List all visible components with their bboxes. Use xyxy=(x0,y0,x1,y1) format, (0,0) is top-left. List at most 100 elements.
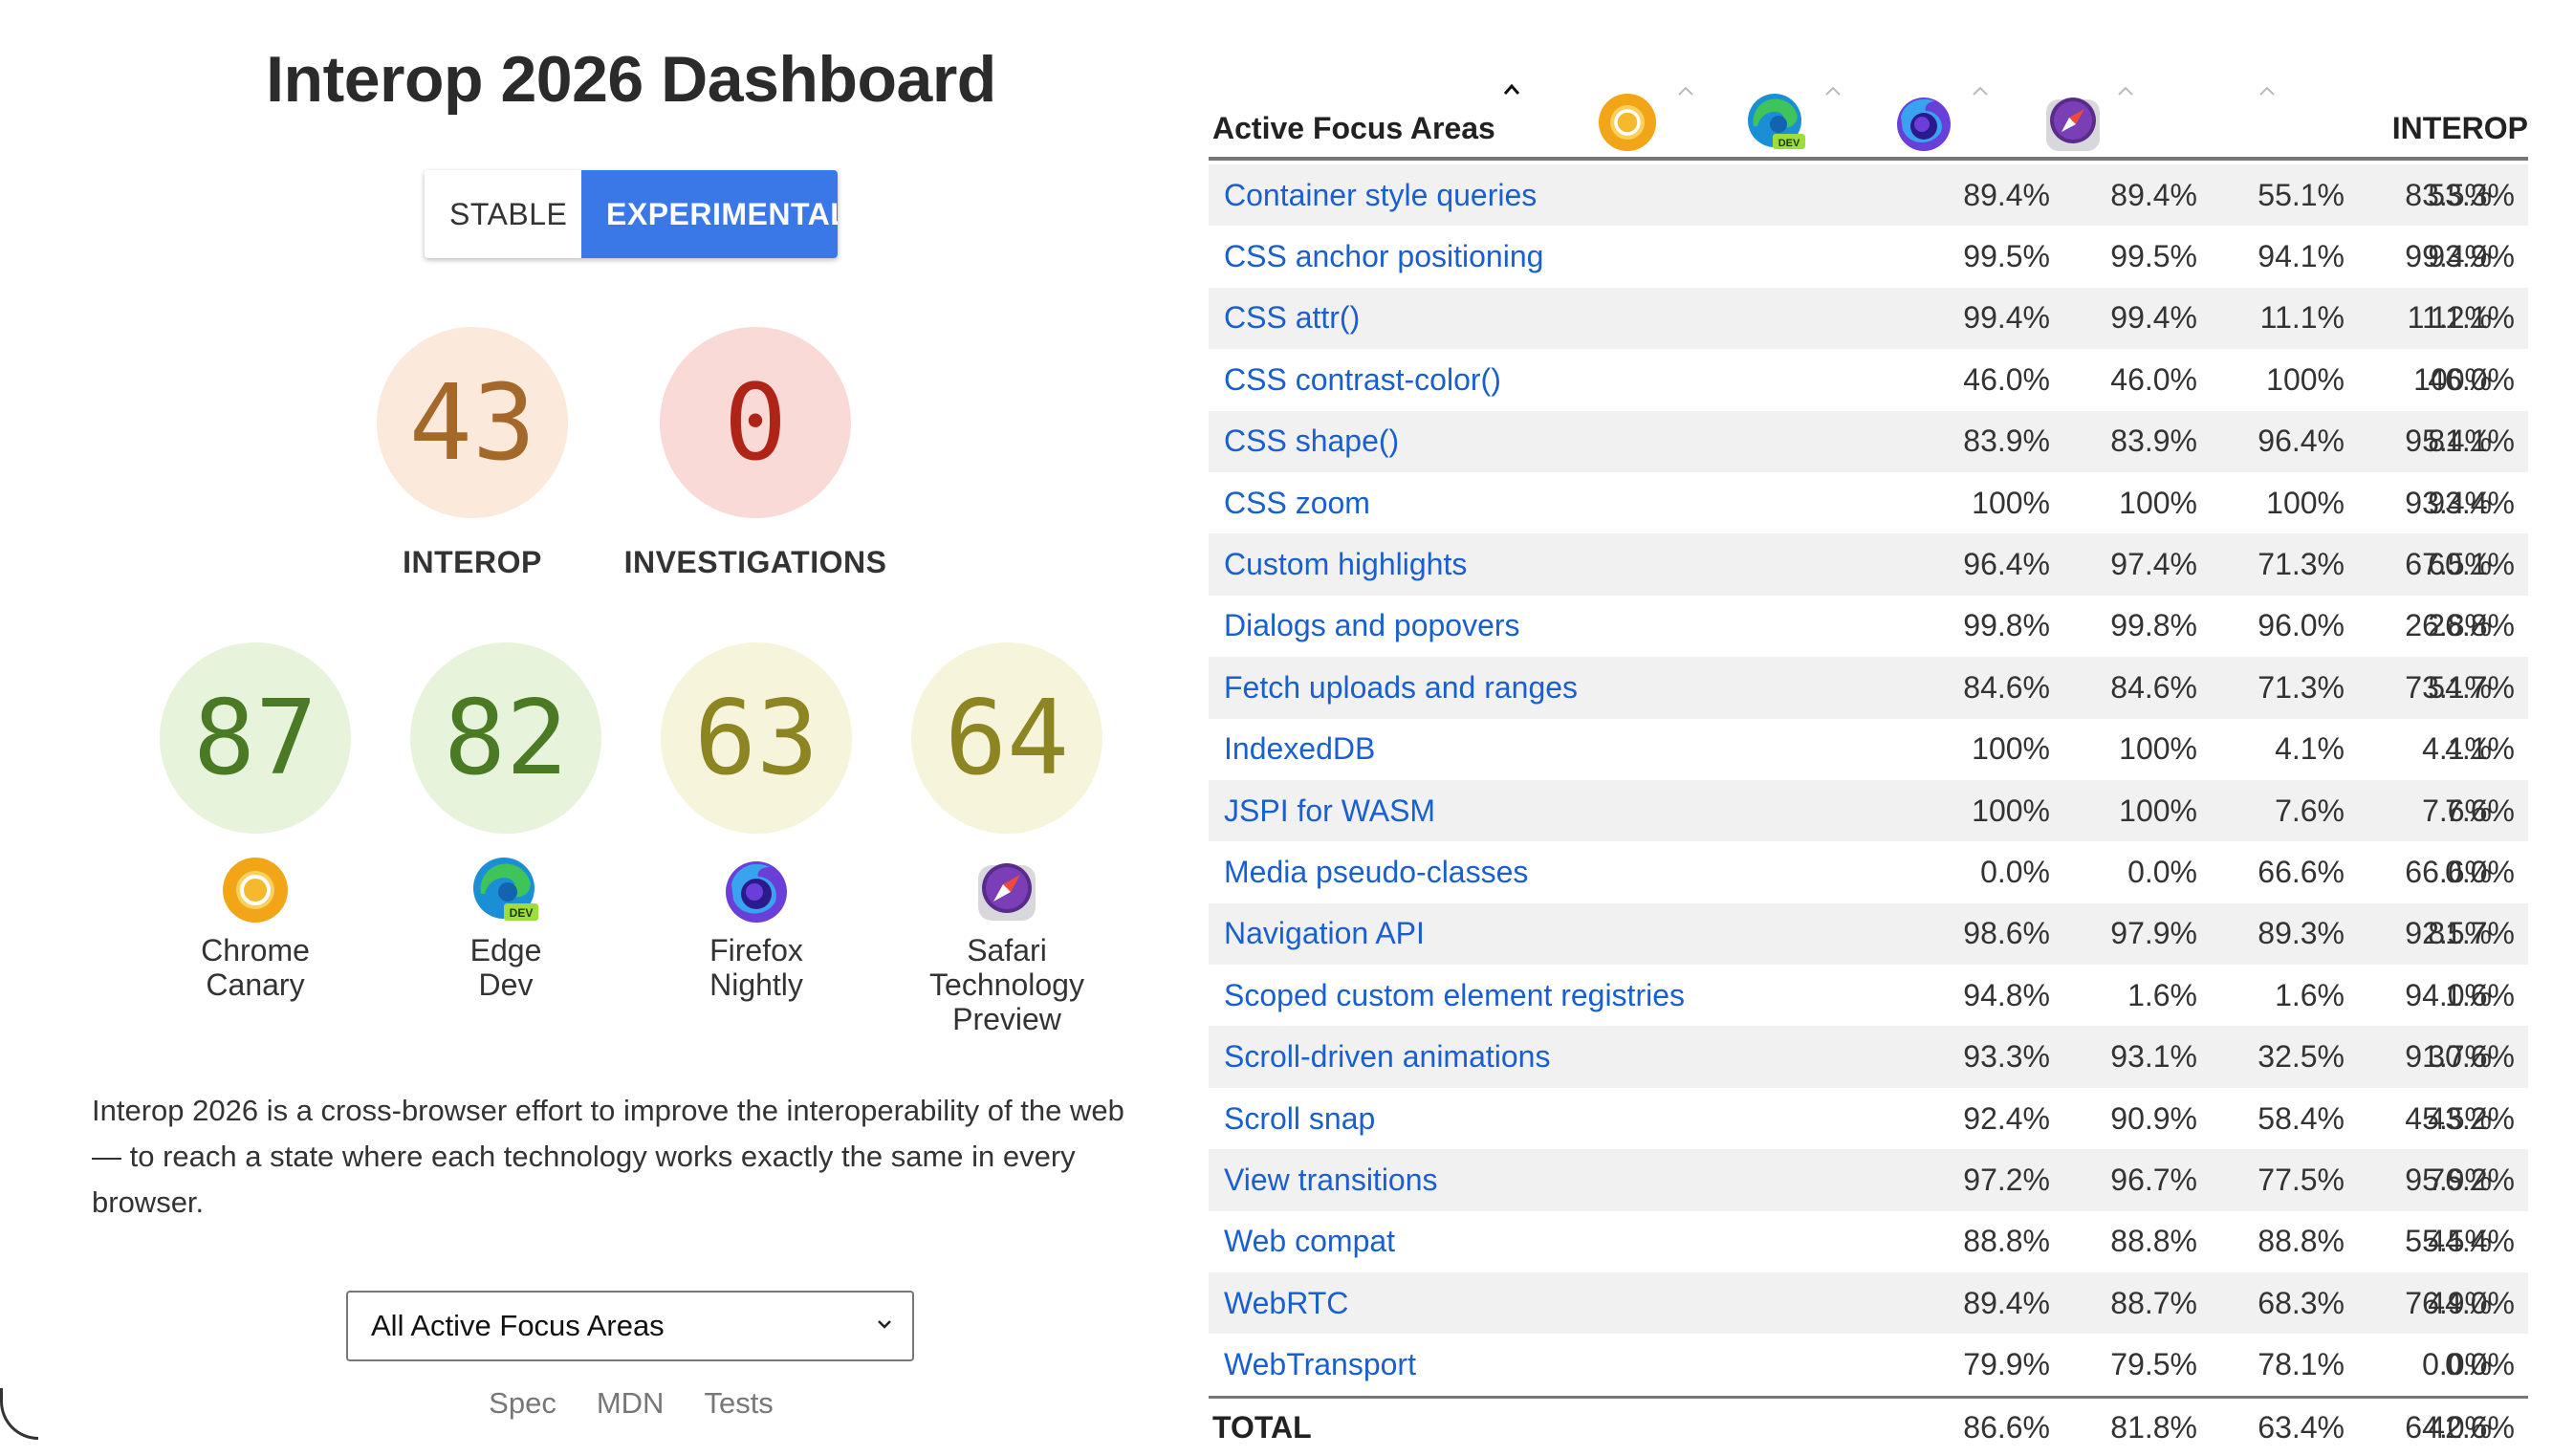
chrome-canary-sort-icon[interactable] xyxy=(1675,84,1696,98)
reference-links: Spec MDN Tests xyxy=(0,1386,1262,1421)
firefox-nightly-score-cell: 4.1% xyxy=(2275,731,2345,767)
edge-dev-score-cell: 89.4% xyxy=(2110,177,2197,212)
firefox-nightly-score-cell: 55.1% xyxy=(2258,177,2345,212)
chrome-canary-score-cell: 99.5% xyxy=(1963,239,2050,274)
focus-area-link[interactable]: CSS shape() xyxy=(1224,424,1400,459)
table-row: IndexedDB 100% 100% 4.1% 4.1% 4.1% xyxy=(1209,719,2528,780)
interop-score-circle: 43 xyxy=(377,327,568,518)
edge-dev-score: 82 xyxy=(410,642,601,834)
focus-area-link[interactable]: Web compat xyxy=(1224,1224,1396,1259)
safari-tp-score-cell: 92.5% xyxy=(2405,916,2492,951)
edge-dev-score-cell: 99.8% xyxy=(2110,608,2197,643)
safari-tp-score-cell: 76.9% xyxy=(2405,1285,2492,1320)
firefox-nightly-score-cell: 88.8% xyxy=(2258,1224,2345,1259)
edge-dev-score-cell: 100% xyxy=(2119,793,2197,828)
interop-score-cell: 54.7% xyxy=(2428,669,2515,705)
focus-area-link[interactable]: Dialogs and popovers xyxy=(1224,608,1520,643)
focus-area-link[interactable]: CSS anchor positioning xyxy=(1224,239,1544,274)
table-row: CSS contrast-color() 46.0% 46.0% 100% 100% 46… xyxy=(1209,349,2528,410)
safari-tp-score-cell: 95.9% xyxy=(2405,1162,2492,1197)
firefox-nightly-sort-icon[interactable] xyxy=(1970,84,1991,98)
focus-area-link[interactable]: Custom highlights xyxy=(1224,547,1468,582)
firefox-nightly-score-cell: 1.6% xyxy=(2275,977,2345,1012)
interop-score-cell: 93.4% xyxy=(2428,485,2515,520)
table-row: Navigation API 98.6% 97.9% 89.3% 92.5% 81.7% xyxy=(1209,902,2528,966)
page-title: Interop 2026 Dashboard xyxy=(266,43,996,116)
table-header: Active Focus Areas DEV xyxy=(1209,57,2528,161)
focus-area-link[interactable]: View transitions xyxy=(1224,1162,1438,1197)
edge-dev-score-cell: 79.5% xyxy=(2110,1347,2197,1382)
focus-area-link[interactable]: Fetch uploads and ranges xyxy=(1224,669,1579,705)
interop-label: INTEROP xyxy=(403,545,542,579)
safari-tp-sort-icon[interactable] xyxy=(2115,84,2136,98)
focus-area-link[interactable]: CSS attr() xyxy=(1224,300,1361,336)
stable-button[interactable]: STABLE xyxy=(425,170,581,258)
firefox-nightly-score-cell: 71.3% xyxy=(2258,547,2345,582)
safari-tp-score-cell: 94.0% xyxy=(2405,977,2492,1012)
focus-area-link[interactable]: Media pseudo-classes xyxy=(1224,854,1529,889)
chrome-canary-score-cell: 100% xyxy=(1972,731,2050,767)
description-text: Interop 2026 is a cross-browser effort t… xyxy=(92,1094,1124,1219)
chrome-canary-column-icon[interactable] xyxy=(1597,92,1658,153)
focus-area-link[interactable]: Navigation API xyxy=(1224,916,1425,951)
safari-tp-score-cell: 45.5% xyxy=(2405,1100,2492,1136)
edge-dev-score-cell: 96.7% xyxy=(2110,1162,2197,1197)
interop-score-cell: 81.7% xyxy=(2428,916,2515,951)
focus-area-link[interactable]: CSS contrast-color() xyxy=(1224,361,1501,397)
interop-column-header[interactable]: INTEROP xyxy=(2391,111,2528,145)
edge-dev-score-cell: 97.4% xyxy=(2110,547,2197,582)
interop-score-cell: 1.6% xyxy=(2445,977,2515,1012)
chrome-canary-score-cell: 98.6% xyxy=(1963,916,2050,951)
focus-area-link[interactable]: WebTransport xyxy=(1224,1347,1416,1382)
total-safari-tp: 64.0% xyxy=(2405,1410,2492,1445)
chrome-canary-score-cell: 46.0% xyxy=(1963,361,2050,397)
total-interop: 42.6% xyxy=(2428,1410,2515,1445)
safari-tp-score-cell: 55.5% xyxy=(2405,1224,2492,1259)
safari-tp-name: Safari Technology Preview xyxy=(929,933,1084,1036)
focus-areas-column-header[interactable]: Active Focus Areas xyxy=(1212,111,1495,145)
focus-area-select[interactable]: All Active Focus Areas xyxy=(346,1291,914,1361)
interop-score-cell: 0.0% xyxy=(2445,854,2515,889)
table-row: Scoped custom element registries 94.8% 1.6… xyxy=(1209,965,2528,1026)
mdn-link[interactable]: MDN xyxy=(596,1386,665,1420)
firefox-nightly-name: Firefox Nightly xyxy=(709,933,803,1002)
experimental-button[interactable]: EXPERIMENTAL xyxy=(581,170,838,258)
focus-area-link[interactable]: Scroll-driven animations xyxy=(1224,1039,1551,1075)
focus-area-link[interactable]: WebRTC xyxy=(1224,1285,1349,1320)
focus-area-link[interactable]: Scroll snap xyxy=(1224,1100,1376,1136)
safari-tp-score-cell: 100% xyxy=(2413,361,2492,397)
investigations-label: INVESTIGATIONS xyxy=(623,545,887,579)
safari-tp-column-icon[interactable] xyxy=(2042,92,2104,153)
firefox-nightly-score-cell: 66.6% xyxy=(2258,854,2345,889)
interop-score-cell: 93.9% xyxy=(2428,239,2515,274)
tests-link[interactable]: Tests xyxy=(704,1386,774,1420)
table-body: Container style queries 89.4% 89.4% 55.1% 83… xyxy=(1209,164,2528,1396)
safari-tp-score: 64 xyxy=(911,642,1102,834)
edge-dev-sort-icon[interactable] xyxy=(1822,84,1843,98)
focus-area-link[interactable]: Scoped custom element registries xyxy=(1224,977,1685,1012)
table-row: Scroll snap 92.4% 90.9% 58.4% 45.5% 43.2% xyxy=(1209,1088,2528,1149)
focus-area-link[interactable]: IndexedDB xyxy=(1224,731,1376,767)
firefox-nightly-column-icon[interactable] xyxy=(1893,92,1954,153)
safari-tp-icon xyxy=(978,863,1036,921)
total-edge-dev: 81.8% xyxy=(2110,1410,2197,1445)
focus-area-select-value: All Active Focus Areas xyxy=(371,1309,665,1342)
focus-area-link[interactable]: Container style queries xyxy=(1224,177,1538,212)
sort-ascending-icon[interactable] xyxy=(1501,80,1522,98)
focus-area-link[interactable]: CSS zoom xyxy=(1224,485,1370,520)
summary-panel: Interop 2026 Dashboard STABLE EXPERIMENT… xyxy=(0,0,1186,1440)
edge-dev-column-icon[interactable]: DEV xyxy=(1746,92,1807,153)
table-row: Fetch uploads and ranges 84.6% 84.6% 71.3% 7… xyxy=(1209,657,2528,719)
safari-tp-score-cell: 66.6% xyxy=(2405,854,2492,889)
chrome-canary-score-cell: 93.3% xyxy=(1963,1039,2050,1075)
edge-dev-score-cell: 83.9% xyxy=(2110,424,2197,459)
firefox-nightly-score-cell: 11.1% xyxy=(2259,300,2345,336)
chrome-canary-score-cell: 89.4% xyxy=(1963,177,2050,212)
safari-tp-score-cell: 95.4% xyxy=(2405,424,2492,459)
firefox-nightly-score-cell: 100% xyxy=(2266,485,2345,520)
spec-link[interactable]: Spec xyxy=(489,1386,556,1420)
interop-sort-icon[interactable] xyxy=(2257,84,2278,98)
edge-dev-score-cell: 88.8% xyxy=(2110,1224,2197,1259)
firefox-nightly-score-cell: 58.4% xyxy=(2258,1100,2345,1136)
focus-area-link[interactable]: JSPI for WASM xyxy=(1224,793,1436,828)
